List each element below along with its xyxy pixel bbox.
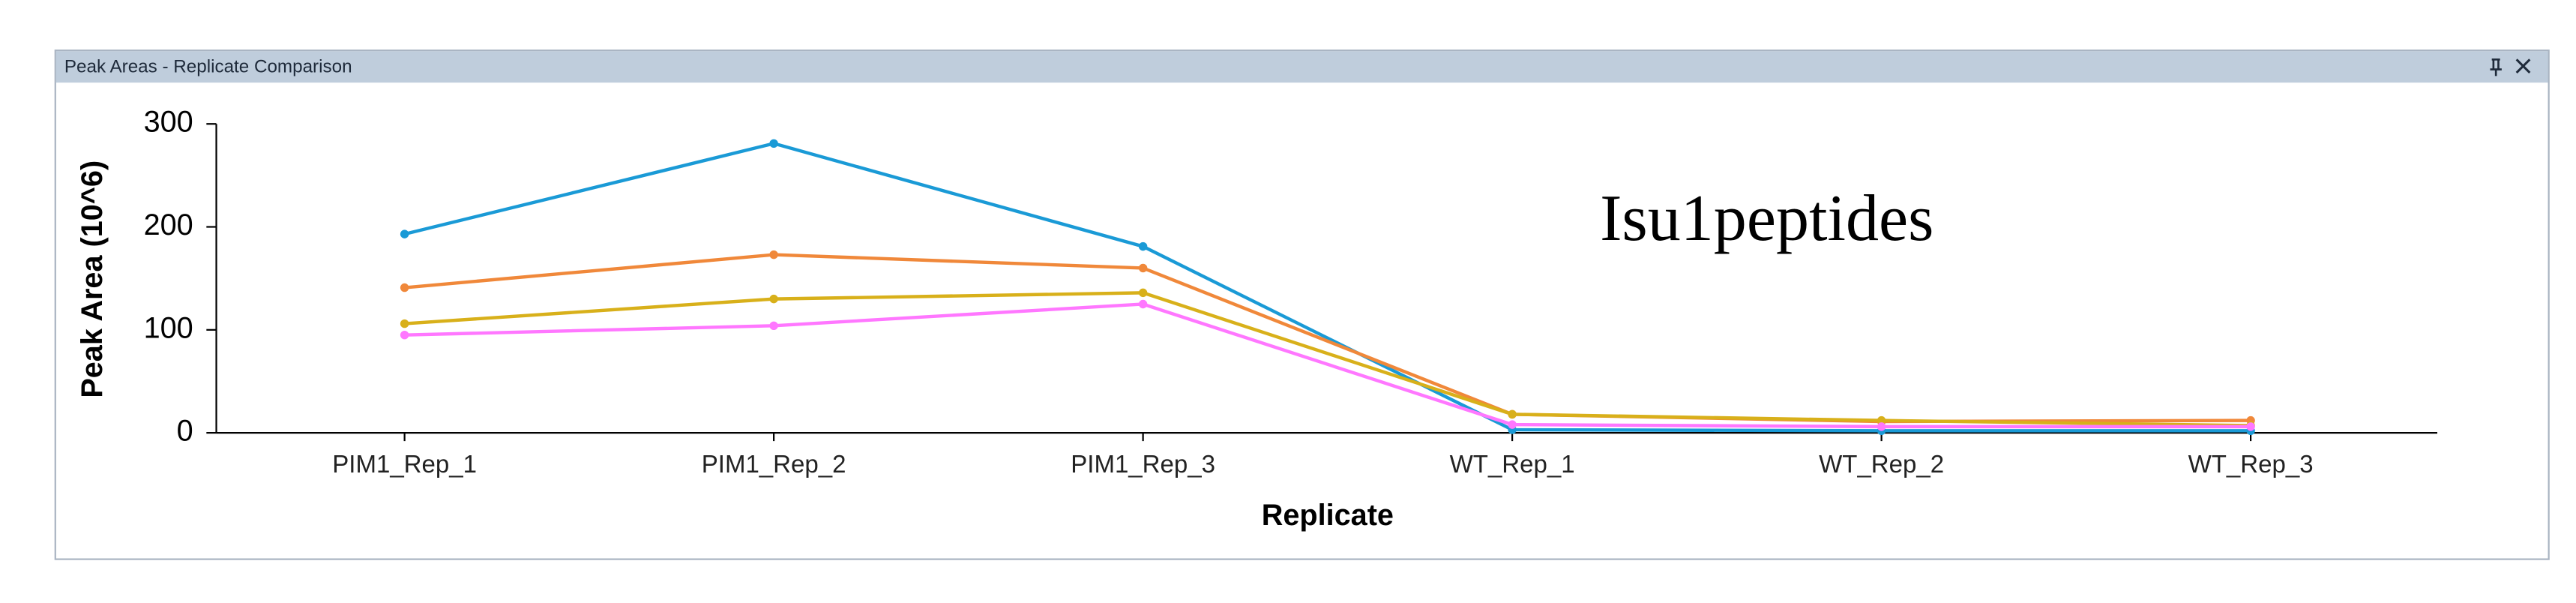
- x-tick-label: PIM1_Rep_3: [1071, 450, 1215, 478]
- data-point: [769, 321, 778, 331]
- y-tick-label: 300: [144, 106, 193, 139]
- plot: 0 100 200 300 PIM1_Rep_1 PIM1_Rep_2 PIM1_Rep_3…: [144, 106, 2437, 478]
- data-point: [769, 294, 778, 304]
- x-tick-label: PIM1_Rep_2: [702, 450, 846, 478]
- data-point: [1508, 420, 1517, 429]
- series-line: [404, 142, 2251, 433]
- data-point: [400, 330, 409, 340]
- annotation: Isu1peptides: [1600, 182, 1933, 255]
- series-line: [404, 291, 2251, 428]
- data-point: [1877, 422, 1886, 431]
- y-tick-label: 0: [177, 415, 193, 448]
- x-tick-label: WT_Rep_1: [1450, 450, 1575, 478]
- x-tick-label: WT_Rep_3: [2188, 450, 2314, 478]
- data-point: [1138, 263, 1148, 273]
- data-point: [2246, 422, 2255, 431]
- data-point: [400, 230, 409, 238]
- data-point: [769, 250, 778, 260]
- panel: [54, 50, 2550, 560]
- data-point: [1138, 288, 1148, 298]
- y-axis-label: Peak Area (10^6): [76, 160, 109, 398]
- data-point: [1138, 299, 1148, 309]
- title-bar: [55, 51, 2548, 83]
- y-tick-label: 100: [144, 311, 193, 344]
- data-point: [1508, 410, 1517, 419]
- data-point: [1138, 242, 1148, 251]
- y-tick-label: 200: [144, 208, 193, 242]
- data-point: [769, 139, 778, 148]
- data-point: [400, 283, 409, 292]
- x-tick-label: WT_Rep_2: [1819, 450, 1944, 478]
- x-axis-label: Replicate: [1262, 499, 1394, 532]
- data-point: [1877, 416, 1886, 425]
- x-tick-label: PIM1_Rep_1: [332, 450, 477, 478]
- pin-button[interactable]: [2487, 56, 2506, 78]
- series-line: [404, 302, 2251, 429]
- data-point: [400, 319, 409, 328]
- close-button[interactable]: [2513, 56, 2533, 78]
- panel-title: Peak Areas - Replicate Comparison: [64, 57, 352, 77]
